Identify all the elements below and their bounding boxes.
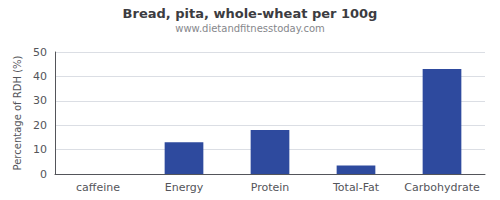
svg-text:Protein: Protein	[251, 181, 290, 194]
svg-text:20: 20	[33, 119, 47, 132]
svg-text:0: 0	[40, 168, 47, 181]
svg-text:50: 50	[33, 46, 47, 59]
svg-text:Percentage of RDH (%): Percentage of RDH (%)	[12, 55, 23, 170]
svg-text:10: 10	[33, 143, 47, 156]
svg-text:30: 30	[33, 94, 47, 107]
svg-text:40: 40	[33, 70, 47, 83]
svg-text:Energy: Energy	[165, 181, 204, 194]
svg-text:caffeine: caffeine	[76, 181, 120, 194]
svg-text:Bread, pita, whole-wheat per 1: Bread, pita, whole-wheat per 100g	[123, 6, 378, 21]
svg-text:Carbohydrate: Carbohydrate	[404, 181, 480, 194]
svg-text:Total-Fat: Total-Fat	[332, 181, 380, 194]
svg-text:www.dietandfitnesstoday.com: www.dietandfitnesstoday.com	[175, 23, 324, 34]
